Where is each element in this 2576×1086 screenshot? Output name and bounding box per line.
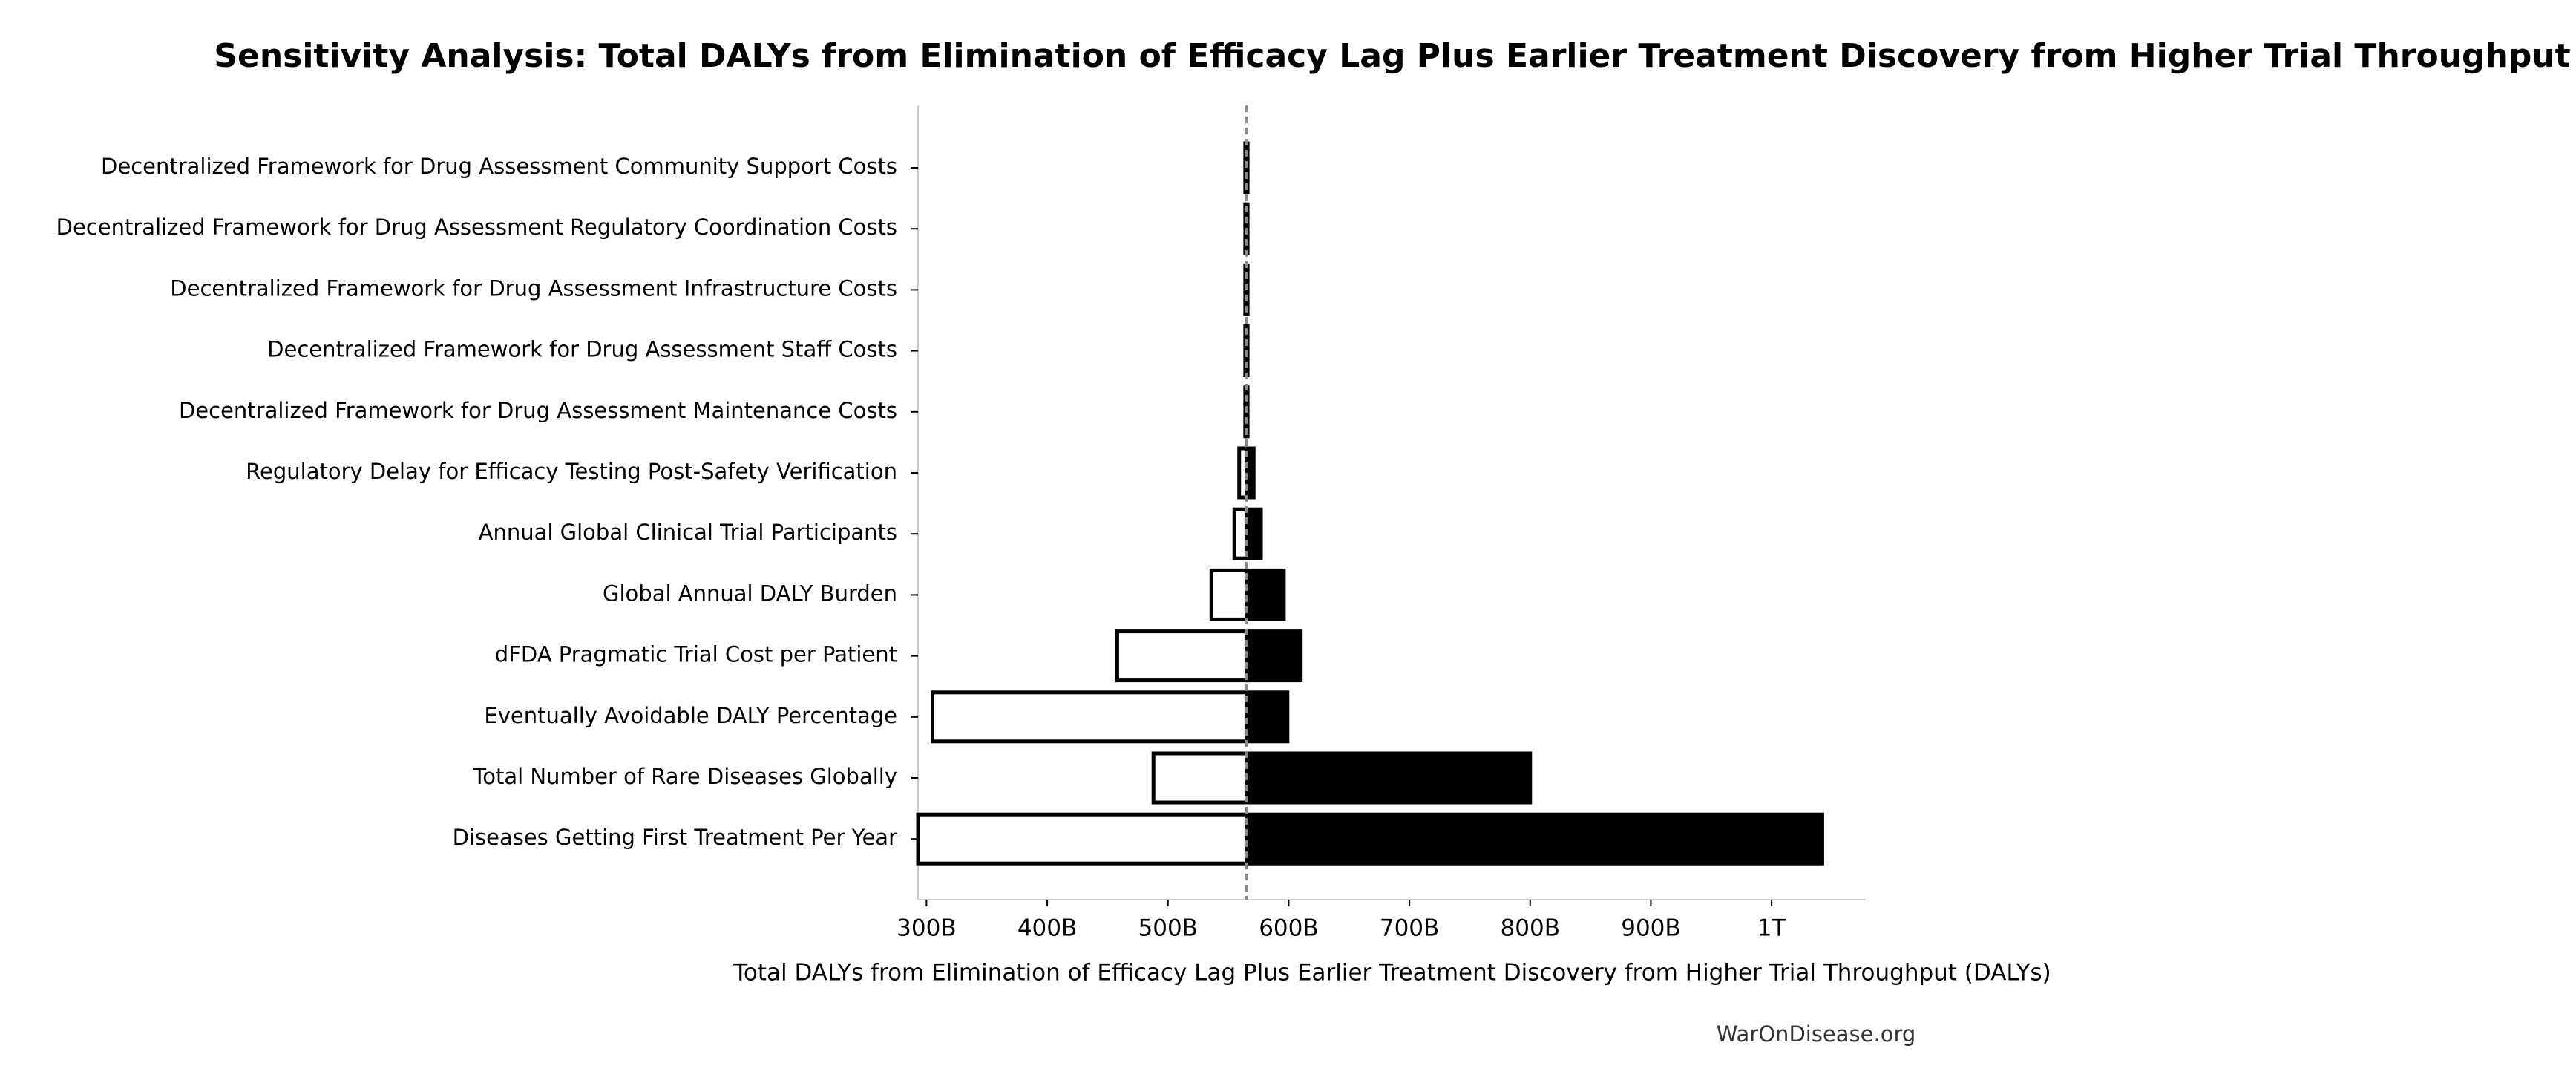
- chart-title: Sensitivity Analysis: Total DALYs from E…: [214, 37, 2570, 75]
- y-tick-label: Annual Global Clinical Trial Participant…: [479, 520, 897, 545]
- y-tick-label: Total Number of Rare Diseases Globally: [472, 764, 897, 789]
- y-tick-label: Decentralized Framework for Drug Assessm…: [101, 154, 897, 179]
- high-bar: [1244, 812, 1824, 866]
- x-tick-label: 300B: [897, 915, 956, 942]
- y-tick-label: Diseases Getting First Treatment Per Yea…: [453, 825, 897, 850]
- x-tick-label: 500B: [1138, 915, 1198, 942]
- high-bar: [1244, 507, 1263, 560]
- y-tick-label: Regulatory Delay for Efficacy Testing Po…: [246, 459, 897, 484]
- y-tick-label: Decentralized Framework for Drug Assessm…: [56, 215, 897, 240]
- x-axis-label: Total DALYs from Elimination of Efficacy…: [733, 960, 2051, 987]
- high-bar: [1244, 690, 1290, 744]
- x-tick-label: 700B: [1380, 915, 1439, 942]
- source-label: WarOnDisease.org: [1717, 1021, 1916, 1047]
- y-tick-label: Decentralized Framework for Drug Assessm…: [170, 275, 897, 301]
- low-bar: [1115, 629, 1248, 683]
- low-bar: [1151, 751, 1248, 805]
- x-tick-label: 400B: [1017, 915, 1077, 942]
- y-tick-label: Eventually Avoidable DALY Percentage: [484, 703, 897, 728]
- y-tick-label: Decentralized Framework for Drug Assessm…: [179, 398, 897, 423]
- high-bar: [1244, 751, 1533, 805]
- y-tick-label: Decentralized Framework for Drug Assessm…: [267, 337, 897, 362]
- low-bar: [1209, 568, 1248, 621]
- y-tick-label: dFDA Pragmatic Trial Cost per Patient: [495, 642, 897, 667]
- high-bar: [1244, 568, 1286, 621]
- high-bar: [1244, 629, 1303, 683]
- low-bar: [931, 690, 1248, 744]
- x-tick-label: 800B: [1501, 915, 1560, 942]
- low-bar: [916, 812, 1248, 866]
- x-tick-label: 600B: [1259, 915, 1318, 942]
- x-tick-label: 1T: [1757, 915, 1787, 942]
- y-tick-label: Global Annual DALY Burden: [603, 580, 897, 606]
- x-tick-label: 900B: [1621, 915, 1680, 942]
